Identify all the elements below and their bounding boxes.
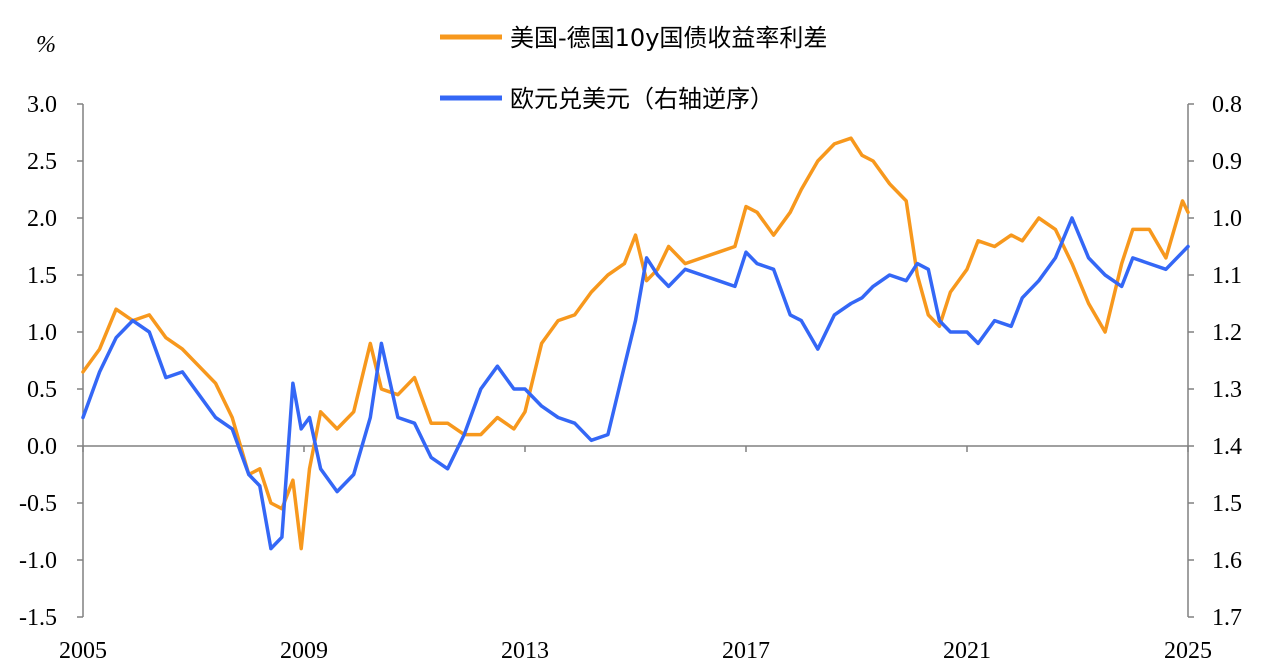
x-tick-label: 2005 <box>59 638 107 664</box>
x-tick-label: 2009 <box>280 638 328 664</box>
left-tick-label: 0.5 <box>27 377 57 403</box>
left-unit-label: % <box>36 32 56 58</box>
right-tick-label: 1.4 <box>1212 434 1242 460</box>
x-tick-label: 2021 <box>943 638 991 664</box>
left-tick-label: 1.5 <box>27 263 57 289</box>
x-tick-label: 2017 <box>722 638 770 664</box>
left-tick-label: -1.0 <box>19 548 57 574</box>
right-tick-label: 1.6 <box>1212 548 1242 574</box>
right-tick-label: 1.7 <box>1212 605 1242 631</box>
left-tick-label: -0.5 <box>19 491 57 517</box>
legend-label-spread: 美国-德国10y国债收益率利差 <box>510 24 827 52</box>
left-tick-label: 1.0 <box>27 320 57 346</box>
right-tick-label: 1.5 <box>1212 491 1242 517</box>
right-tick-label: 1.0 <box>1212 206 1242 232</box>
x-tick-label: 2025 <box>1164 638 1212 664</box>
right-tick-label: 1.2 <box>1212 320 1242 346</box>
right-tick-label: 1.1 <box>1212 263 1242 289</box>
right-tick-label: 0.9 <box>1212 149 1242 175</box>
axes: 3.0 2.5 2.0 1.5 1.0 0.5 0.0 -0.5 -1.0 -1.5 0.8 0.9 1… <box>19 92 1242 664</box>
legend: 美国-德国10y国债收益率利差 欧元兑美元（右轴逆序） <box>440 24 827 113</box>
right-tick-label: 0.8 <box>1212 92 1242 118</box>
x-tick-label: 2013 <box>501 638 549 664</box>
right-tick-label: 1.3 <box>1212 377 1242 403</box>
series-line-eurusd <box>81 216 1190 551</box>
legend-item-eurusd: 欧元兑美元（右轴逆序） <box>440 85 774 113</box>
legend-item-spread: 美国-德国10y国债收益率利差 <box>440 24 827 52</box>
plot-area <box>81 136 1190 551</box>
left-tick-label: 3.0 <box>27 92 57 118</box>
left-tick-label: -1.5 <box>19 605 57 631</box>
left-tick-label: 2.5 <box>27 149 57 175</box>
left-tick-label: 2.0 <box>27 206 57 232</box>
series-line-spread <box>81 136 1190 551</box>
left-tick-label: 0.0 <box>27 434 57 460</box>
legend-label-eurusd: 欧元兑美元（右轴逆序） <box>510 85 774 113</box>
